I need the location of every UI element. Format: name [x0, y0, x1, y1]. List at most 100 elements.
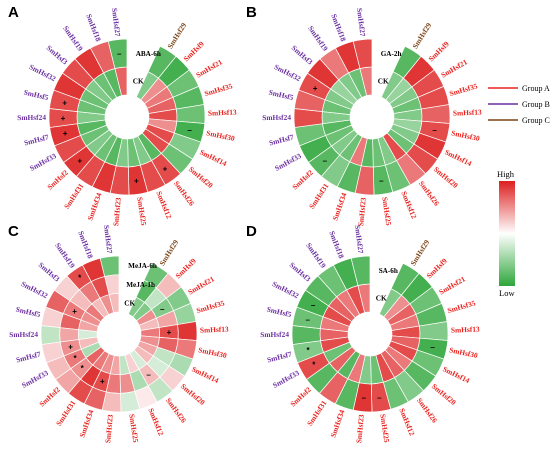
- significance-mark: –: [305, 315, 310, 324]
- gene-label: SmHsf12: [146, 407, 165, 437]
- panel-letter: B: [246, 4, 257, 21]
- significance-mark: *: [74, 354, 78, 363]
- significance-mark: –: [146, 370, 151, 379]
- gene-label: SmHsf34: [330, 191, 348, 221]
- legend-label-group-c: Group C: [522, 116, 550, 125]
- gene-label: SmHsf12: [399, 190, 418, 220]
- significance-mark: –: [432, 126, 437, 135]
- gene-label: SmHsf26: [172, 179, 196, 208]
- significance-mark: +: [61, 114, 66, 123]
- gene-label: SmHsf23: [103, 414, 115, 444]
- gene-label: SmHsf34: [328, 408, 346, 438]
- gene-label: SmHsf27: [102, 224, 114, 254]
- gene-label: SmHsf3: [45, 43, 70, 66]
- legend-label-group-b: Group B: [522, 100, 550, 109]
- gene-label: SmHsf13: [208, 108, 237, 118]
- significance-mark: +: [134, 176, 139, 185]
- gene-label: SmHsf7: [266, 349, 293, 364]
- gene-label: SmHsf9: [425, 256, 449, 280]
- significance-mark: +: [167, 328, 172, 337]
- heatmap-cell: [352, 38, 373, 69]
- significance-mark: –: [323, 156, 328, 165]
- gene-label: SmHsf34: [85, 191, 103, 221]
- significance-mark: +: [68, 343, 73, 352]
- heatmap-cell: [99, 255, 120, 277]
- gene-label: SmHsf19: [61, 24, 85, 53]
- significance-mark: +: [78, 156, 83, 165]
- heatmap-cell: [107, 38, 128, 69]
- gene-label: SmHsf24: [260, 330, 289, 339]
- gene-label: SmHsf33: [28, 151, 58, 173]
- gene-label: SmHsf34: [77, 408, 95, 438]
- panel-c: C–+–+**++*SmHsf29SmHsf9SmHsf21SmHsf35SmH…: [8, 223, 229, 444]
- gene-label: SmHsf32: [20, 279, 50, 300]
- gene-label: SmHsf18: [327, 230, 346, 260]
- panel-letter: C: [8, 223, 19, 240]
- scale-high-label: High: [497, 169, 515, 179]
- color-scale: High Low: [497, 169, 515, 298]
- gene-label: SmHsf25: [127, 413, 140, 443]
- gene-label: SmHsf9: [174, 256, 198, 280]
- gene-label: SmHsf33: [273, 151, 303, 173]
- significance-mark: –: [379, 176, 384, 185]
- ring-label: CK: [133, 78, 144, 86]
- significance-mark: *: [307, 346, 311, 355]
- significance-mark: +: [163, 165, 168, 174]
- gene-label: SmHsf21: [437, 274, 467, 296]
- gene-label: SmHsf29: [157, 238, 180, 267]
- gene-label: SmHsf33: [20, 368, 50, 390]
- gene-label: SmHsf20: [187, 165, 215, 190]
- gene-label: SmHsf30: [206, 128, 236, 143]
- gene-label: SmHsf33: [271, 368, 301, 390]
- gene-label: SmHsf3: [288, 260, 313, 283]
- significance-mark: *: [78, 274, 82, 283]
- gene-label: SmHsf9: [427, 39, 451, 63]
- gene-label: SmHsf32: [28, 62, 58, 83]
- gene-label: SmHsf24: [9, 330, 38, 339]
- gene-label: SmHsf23: [354, 414, 366, 444]
- gene-label: SmHsf31: [305, 398, 329, 427]
- gene-label: SmHsf5: [23, 88, 50, 103]
- heatmap-cell: [40, 325, 61, 345]
- gene-label: SmHsf2: [45, 168, 70, 192]
- significance-mark: *: [81, 364, 85, 373]
- panel-d: D–––**––SmHsf29SmHsf9SmHsf21SmHsf35SmHsf…: [246, 223, 480, 444]
- gene-label: SmHsf23: [111, 197, 123, 227]
- gene-label: SmHsf20: [432, 165, 460, 190]
- gene-label: SmHsf21: [186, 274, 216, 296]
- gene-label: SmHsf35: [446, 298, 476, 315]
- gene-label: SmHsf27: [110, 7, 122, 37]
- gene-label: SmHsf30: [451, 128, 481, 143]
- gene-label: SmHsf25: [135, 196, 148, 226]
- gene-label: SmHsf19: [53, 241, 77, 270]
- significance-mark: +: [63, 129, 68, 138]
- significance-mark: +: [72, 307, 77, 316]
- gene-label: SmHsf18: [329, 13, 348, 43]
- ring-label: CK: [124, 299, 135, 307]
- ring-label: SA-6h: [379, 267, 398, 275]
- gene-label: SmHsf26: [164, 396, 188, 425]
- gene-label: SmHsf31: [307, 181, 331, 210]
- ring-label: ABA-6h: [136, 50, 161, 58]
- gene-label: SmHsf3: [37, 260, 62, 283]
- panels-layer: A–++++++–SmHsf29SmHsf9SmHsf21SmHsf35SmHs…: [8, 4, 482, 444]
- significance-mark: +: [62, 98, 67, 107]
- significance-mark: –: [187, 126, 192, 135]
- scale-gradient-bar: [499, 181, 515, 286]
- heatmap-cell: [350, 255, 371, 286]
- gene-label: SmHsf35: [195, 298, 225, 315]
- gene-label: SmHsf14: [198, 147, 228, 168]
- panel-letter: A: [8, 4, 19, 21]
- gene-label: SmHsf27: [355, 7, 367, 37]
- significance-mark: –: [117, 49, 122, 58]
- gene-label: SmHsf30: [198, 345, 228, 360]
- gene-label: SmHsf7: [268, 132, 295, 147]
- gene-label: SmHsf24: [17, 113, 46, 122]
- significance-mark: *: [312, 361, 316, 370]
- gene-label: SmHsf20: [430, 382, 458, 407]
- significance-mark: –: [362, 394, 367, 403]
- gene-label: SmHsf7: [23, 132, 50, 147]
- gene-label: SmHsf12: [397, 407, 416, 437]
